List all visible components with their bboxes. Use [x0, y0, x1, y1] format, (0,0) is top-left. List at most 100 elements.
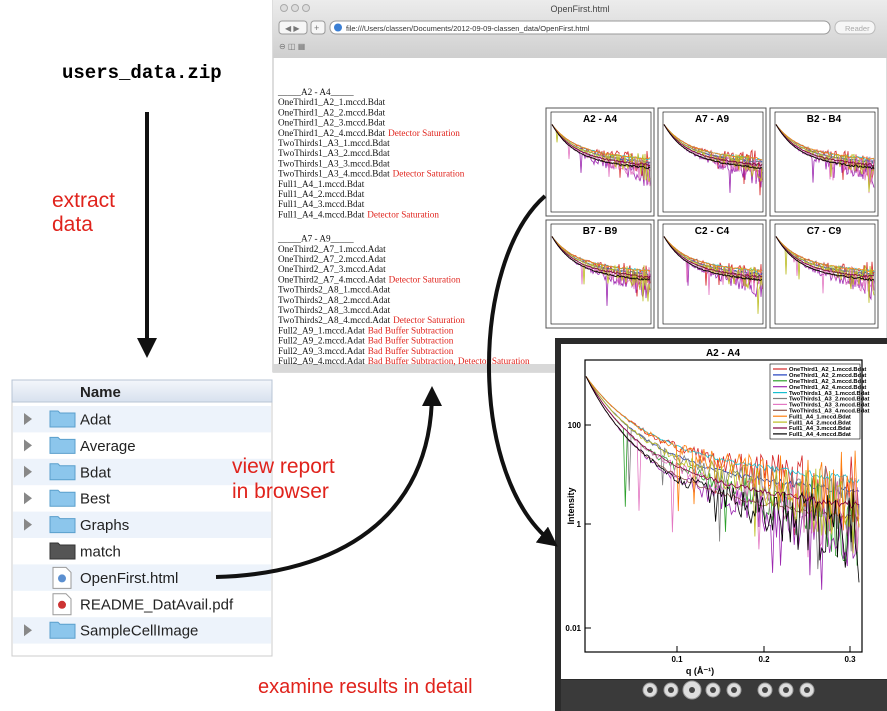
report-line: Full1_A4_3.mccd.Bdat — [278, 199, 365, 209]
folder-icon — [50, 464, 75, 480]
report-line: TwoThirds1_A3_3.mccd.Bdat — [278, 158, 390, 168]
warning: Bad Buffer Subtraction, Detector Saturat… — [368, 356, 530, 366]
thumbnail-title: B7 - B9 — [583, 226, 618, 237]
thumbnail-title: A7 - A9 — [695, 114, 730, 125]
legend-entry: Full1_A4_4.mccd.Bdat — [789, 432, 851, 438]
reader: Reader — [845, 24, 870, 33]
warning: Detector Saturation — [389, 274, 461, 284]
file-name: OneThird2_A7_4.mccd.Adat — [278, 274, 386, 284]
file-name: Full1_A4_4.mccd.Bdat — [278, 209, 365, 219]
file-name[interactable]: README_DatAvail.pdf — [80, 596, 234, 613]
file-name: OneThird1_A2_4.mccd.Bdat — [278, 128, 386, 138]
x-axis-label: q (Å⁻¹) — [686, 666, 714, 676]
list-header — [12, 380, 272, 402]
report-line: TwoThirds2_A8_2.mccd.Adat — [278, 295, 391, 305]
report-line: OneThird2_A7_1.mccd.Adat — [278, 244, 386, 254]
report-line: TwoThirds1_A3_1.mccd.Bdat — [278, 138, 390, 148]
file-name: OneThird2_A7_2.mccd.Adat — [278, 254, 386, 264]
report-line: Full2_A9_4.mccd.AdatBad Buffer Subtracti… — [278, 356, 530, 366]
media-glyph — [668, 687, 674, 693]
x-tick-label: 0.3 — [844, 655, 856, 664]
nav-icon: ◀ ▶ — [285, 24, 300, 33]
y-tick-label: 0.01 — [565, 624, 581, 633]
file-name: OneThird1_A2_3.mccd.Bdat — [278, 118, 386, 128]
report-line: OneThird1_A2_3.mccd.Bdat — [278, 118, 386, 128]
thumbnail-title: C2 - C4 — [695, 226, 730, 237]
page: users_data.zip extract data OpenFirst.ht… — [0, 0, 887, 711]
file-name: Full1_A4_1.mccd.Bdat — [278, 179, 365, 189]
y-tick-label: 1 — [577, 520, 582, 529]
file-badge — [58, 574, 66, 582]
report-line: OneThird2_A7_3.mccd.Adat — [278, 264, 386, 274]
file-name: TwoThirds1_A3_4.mccd.Bdat — [278, 169, 390, 179]
warning: Bad Buffer Subtraction — [368, 325, 454, 335]
figure: users_data.zip extract data OpenFirst.ht… — [0, 0, 887, 711]
report-line: TwoThirds2_A8_1.mccd.Adat — [278, 285, 391, 295]
warning: Detector Saturation — [393, 169, 465, 179]
file-name[interactable]: Graphs — [80, 517, 129, 534]
report-line: OneThird2_A7_2.mccd.Adat — [278, 254, 386, 264]
file-name: TwoThirds1_A3_1.mccd.Bdat — [278, 138, 390, 148]
file-name: Full2_A9_3.mccd.Adat — [278, 346, 365, 356]
file-name[interactable]: SampleCellImage — [80, 623, 198, 640]
file-name[interactable]: match — [80, 544, 121, 561]
file-name: TwoThirds1_A3_3.mccd.Bdat — [278, 158, 390, 168]
x-tick-label: 0.2 — [758, 655, 770, 664]
report-heading: _____A2 - A4_____ — [277, 87, 354, 97]
file-name: Full1_A4_3.mccd.Bdat — [278, 199, 365, 209]
step-label: examine results in detail — [258, 676, 473, 698]
step-label: view report — [232, 455, 335, 478]
step-label: extract — [52, 189, 115, 212]
column-header[interactable]: Name — [80, 384, 121, 401]
media-glyph — [710, 687, 716, 693]
add-icon: + — [314, 23, 319, 33]
file-name[interactable]: Best — [80, 491, 111, 508]
thumbnail-title: B2 - B4 — [807, 114, 842, 125]
report-line: TwoThirds1_A3_4.mccd.BdatDetector Satura… — [278, 169, 465, 179]
folder-icon — [50, 490, 75, 506]
file-name[interactable]: Average — [80, 438, 136, 455]
report-line: TwoThirds2_A8_3.mccd.Adat — [278, 305, 391, 315]
media-glyph — [804, 687, 810, 693]
report-line: OneThird1_A2_2.mccd.Bdat — [278, 107, 386, 117]
report-line: Full1_A4_1.mccd.Bdat — [278, 179, 365, 189]
folder-icon — [50, 411, 75, 427]
file-name[interactable]: Bdat — [80, 464, 112, 481]
y-axis-label: Intensity — [566, 487, 576, 524]
thumbnail-title: A2 - A4 — [583, 114, 618, 125]
file-name: Full1_A4_2.mccd.Bdat — [278, 189, 365, 199]
file-name: Full2_A9_2.mccd.Adat — [278, 336, 365, 346]
media-glyph — [762, 687, 768, 693]
window-button[interactable] — [292, 5, 299, 12]
file-name: OneThird1_A2_1.mccd.Bdat — [278, 97, 386, 107]
step-label: in browser — [232, 480, 329, 503]
bookmark-icons: ⊖ ◫ ▦ — [279, 42, 305, 51]
warning: Detector Saturation — [393, 315, 465, 325]
file-name[interactable]: OpenFirst.html — [80, 570, 178, 587]
warning: Bad Buffer Subtraction — [368, 336, 454, 346]
plot-title: A2 - A4 — [706, 348, 741, 359]
file-name: TwoThirds2_A8_2.mccd.Adat — [278, 295, 391, 305]
file-name: TwoThirds2_A8_4.mccd.Adat — [278, 315, 391, 325]
file-name[interactable]: Adat — [80, 412, 112, 429]
window-button[interactable] — [303, 5, 310, 12]
step-label: data — [52, 213, 93, 236]
report-line: Full1_A4_4.mccd.BdatDetector Saturation — [278, 209, 439, 219]
file-badge — [58, 601, 66, 609]
globe-icon — [334, 24, 342, 32]
y-tick-label: 100 — [568, 421, 582, 430]
file-name: OneThird2_A7_3.mccd.Adat — [278, 264, 386, 274]
report-line: OneThird1_A2_1.mccd.Bdat — [278, 97, 386, 107]
warning: Detector Saturation — [367, 209, 439, 219]
file-name: OneThird1_A2_2.mccd.Bdat — [278, 107, 386, 117]
warning: Detector Saturation — [388, 128, 460, 138]
file-name: TwoThirds1_A3_2.mccd.Bdat — [278, 148, 390, 158]
file-name: Full2_A9_4.mccd.Adat — [278, 356, 365, 366]
file-list: Name Adat Average Bdat Best Graphs match OpenF… — [12, 380, 272, 656]
file-name: TwoThirds2_A8_1.mccd.Adat — [278, 285, 391, 295]
file-name: Full2_A9_1.mccd.Adat — [278, 325, 365, 335]
window-button[interactable] — [281, 5, 288, 12]
media-glyph — [731, 687, 737, 693]
folder-icon — [50, 622, 75, 638]
